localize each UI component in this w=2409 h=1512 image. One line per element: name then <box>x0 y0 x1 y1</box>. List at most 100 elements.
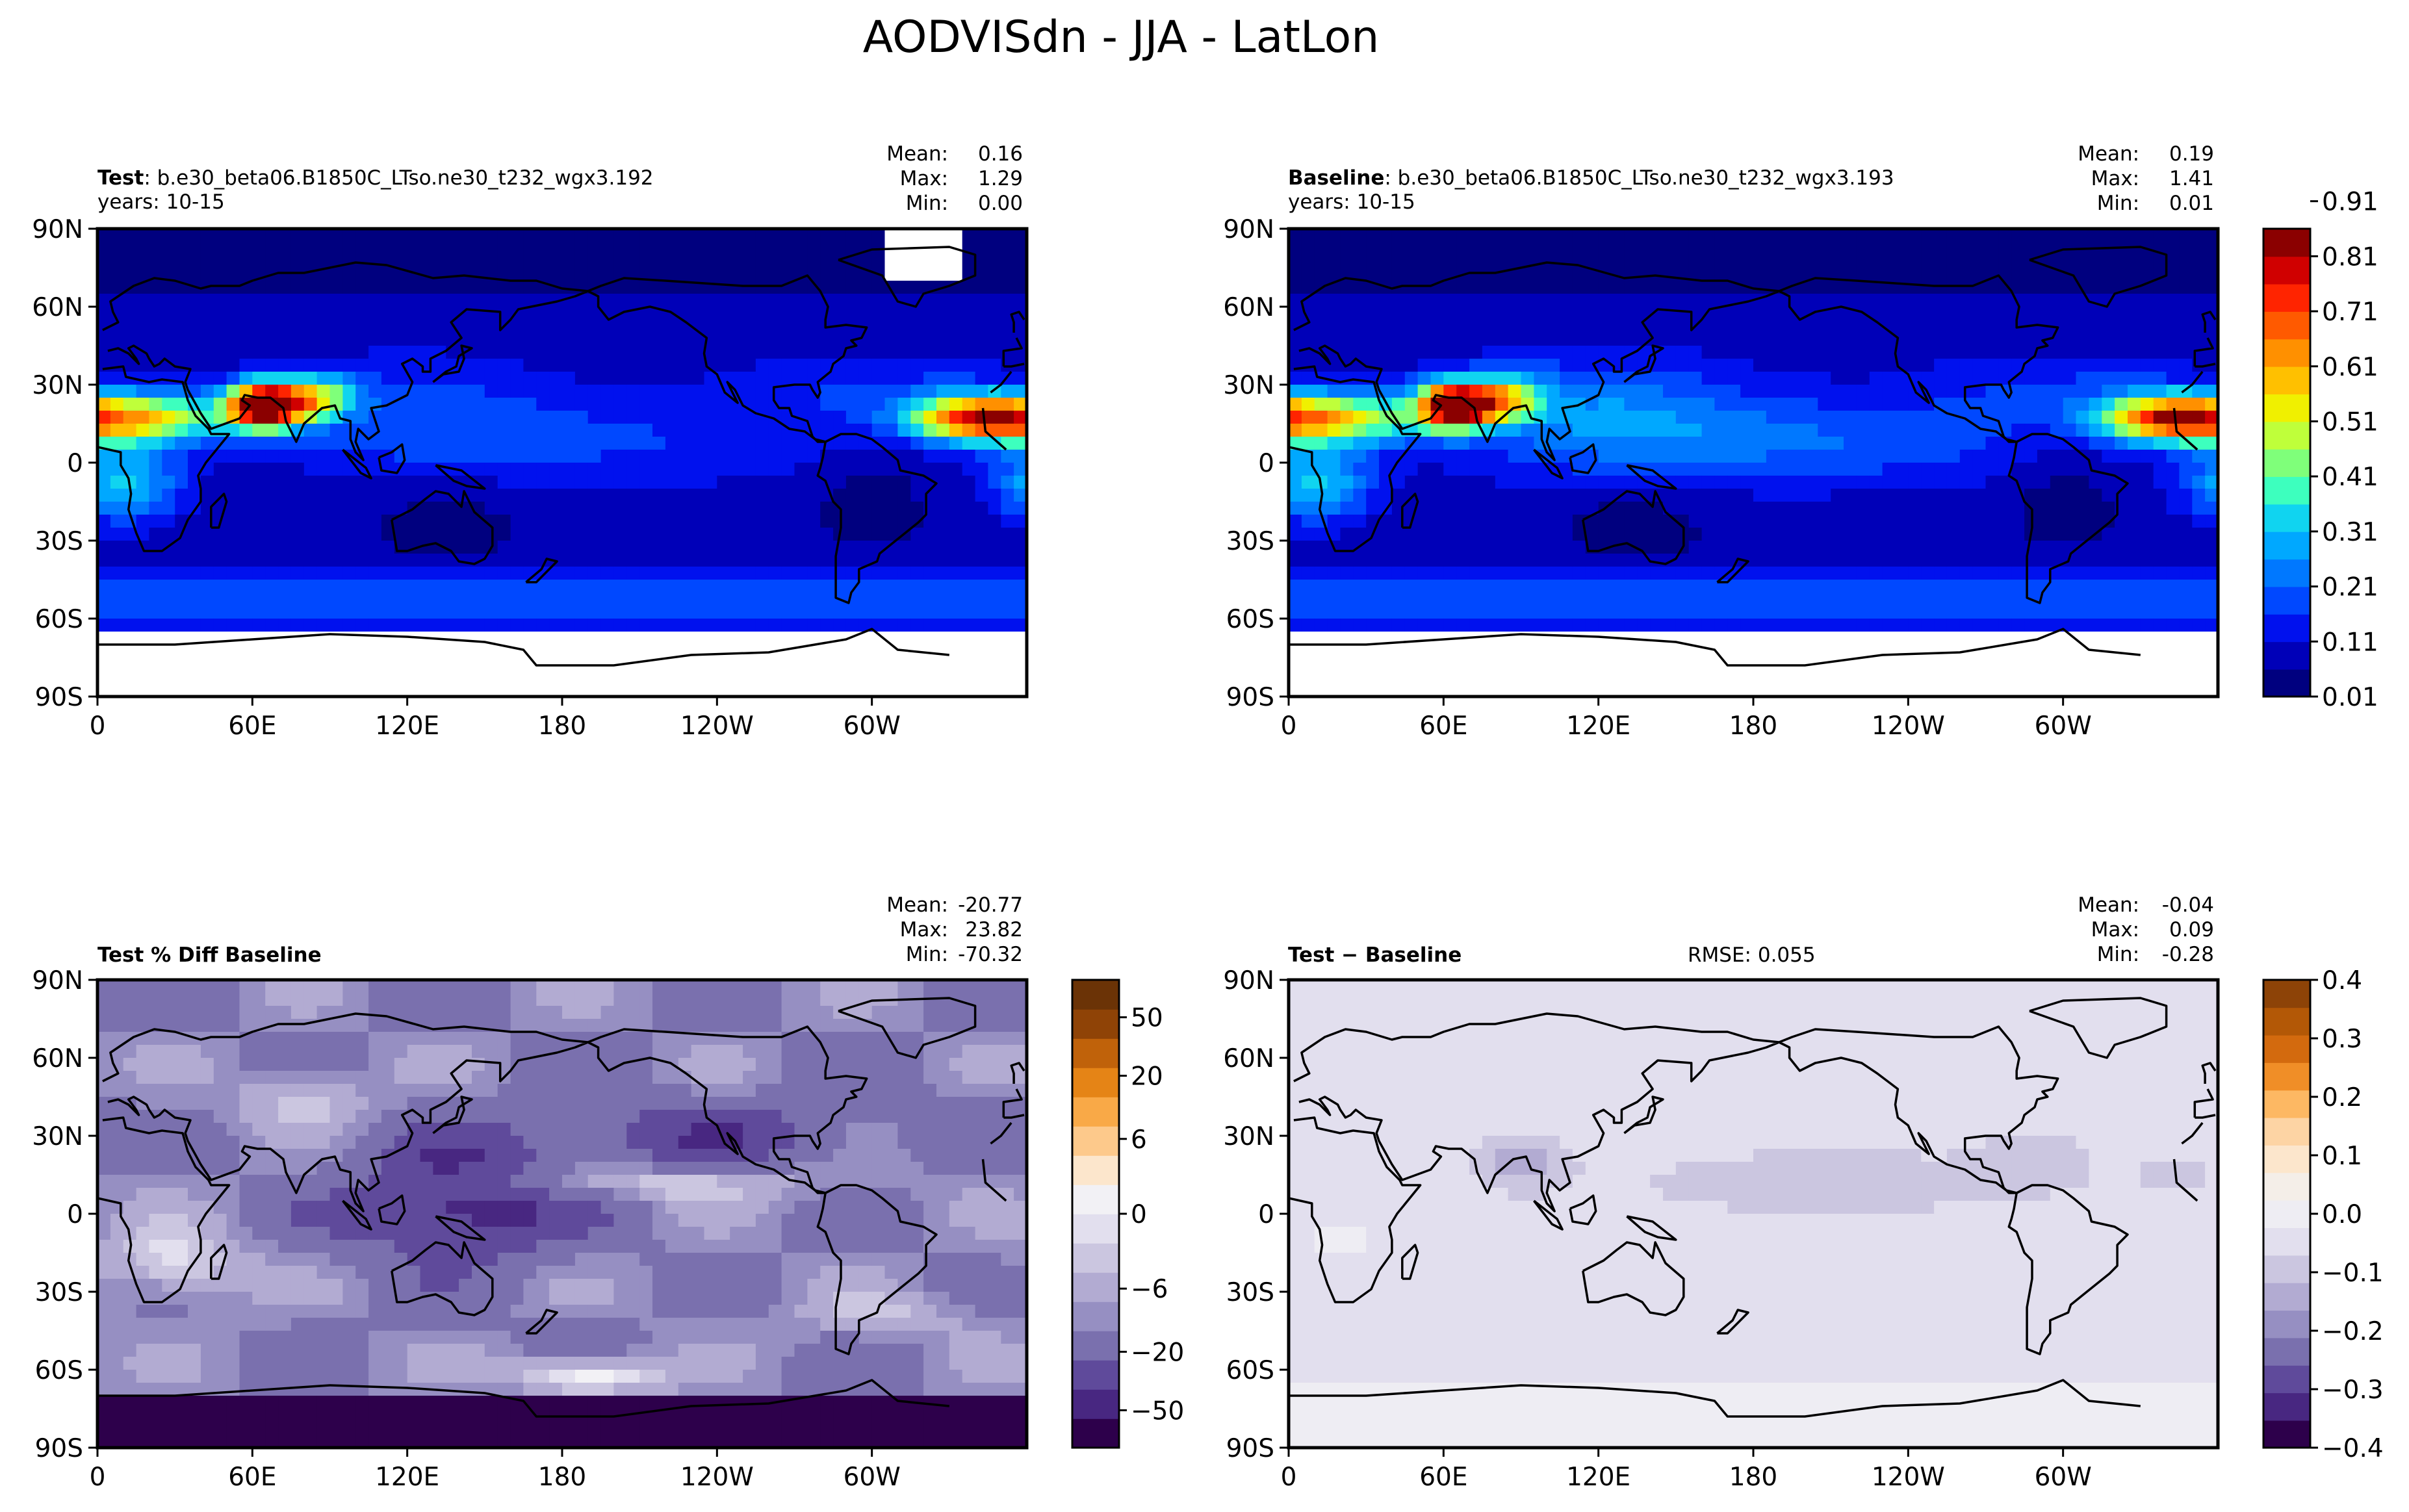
coastline-namerica <box>587 1025 868 1194</box>
pctdiff-panel-title: Test % Diff Baseline <box>97 943 322 967</box>
y-tick-label: 90S <box>35 1434 83 1463</box>
colorbar-swatch <box>2263 476 2310 505</box>
colorbar-tick-label: 0.0 <box>2322 1200 2362 1229</box>
colorbar-swatch <box>2263 1172 2310 1201</box>
coastline-australia <box>391 1241 494 1316</box>
x-tick-label: 60W <box>2035 1463 2092 1492</box>
y-tick-label: 30N <box>32 371 83 400</box>
baseline-panel-subtitle: years: 10-15 <box>1288 190 1415 214</box>
coastline-newzealand <box>1716 557 1749 583</box>
colorbar-tick-label: 0.51 <box>2322 407 2378 437</box>
diff-colorbar: 0.4 0.3 0.2 0.1 0.0 −0.1 −0.2 −0.3 −0.4 <box>2262 966 2384 1463</box>
coastline-eurasia <box>1293 261 2216 461</box>
y-tick-label: 60S <box>1226 605 1274 634</box>
coastline-greenland <box>838 997 977 1059</box>
coastline-uk <box>1010 1062 1025 1084</box>
y-tick-label: 90N <box>32 215 83 244</box>
colorbar-tick-label: 0.61 <box>2322 353 2378 382</box>
coastline-antarctica <box>97 1379 949 1418</box>
y-tick-label: 30N <box>1223 371 1274 400</box>
y-tick-label: 30N <box>1223 1122 1274 1151</box>
coastline-greenland <box>2029 997 2168 1059</box>
aod-colorbar: 0.01 0.11 0.21 0.31 0.41 0.51 0.61 0.71 0.81 0.91 <box>2262 188 2378 712</box>
test-panel-stats: Mean: 0.16 Max: 1.29 Min: 0.00 <box>886 142 1023 215</box>
field-test <box>97 229 1027 697</box>
x-tick-label: 0 <box>90 711 106 741</box>
colorbar-swatch <box>1072 1301 1119 1331</box>
colorbar-swatch <box>1072 1009 1119 1039</box>
coastline-australia <box>1582 490 1685 565</box>
colorbar-tick-label: 0.71 <box>2322 298 2378 327</box>
coastline-newguinea <box>1626 1215 1677 1241</box>
colorbar-tick-label: 50 <box>1131 1004 1163 1033</box>
coastline-borneo <box>378 1194 406 1225</box>
colorbar-tick-label: −0.1 <box>2322 1259 2384 1288</box>
x-tick-label: 120E <box>1566 1463 1630 1492</box>
colorbar-swatch <box>2263 1007 2310 1036</box>
colorbar-tick-label: 6 <box>1131 1125 1147 1155</box>
colorbar-swatch <box>1072 1097 1119 1127</box>
colorbar-tick-label: 0 <box>1131 1200 1147 1229</box>
y-tick-label: 60S <box>35 605 83 634</box>
colorbar-tick-label: 0.01 <box>2322 683 2378 712</box>
diff-panel-title: Test − Baseline <box>1288 943 1462 967</box>
colorbar-swatch <box>1072 1126 1119 1156</box>
coastline-greenland <box>838 246 977 308</box>
colorbar-tick-label: 0.31 <box>2322 518 2378 547</box>
colorbar-swatch <box>2263 1062 2310 1091</box>
colorbar-swatch <box>2263 1199 2310 1228</box>
colorbar-tick-label: −50 <box>1131 1396 1184 1426</box>
colorbar-swatch <box>2263 1227 2310 1256</box>
colorbar-swatch <box>2263 283 2310 312</box>
y-tick-label: 0 <box>67 1200 83 1229</box>
coastline-eurasia <box>1293 1012 2216 1212</box>
colorbar-swatch <box>1072 1389 1119 1419</box>
coastline-madagascar <box>1401 1244 1419 1280</box>
coastline-newguinea <box>435 1215 486 1241</box>
x-tick-label: 120W <box>680 1463 754 1492</box>
colorbar-tick-label: 20 <box>1131 1062 1163 1092</box>
coastline-uk <box>2201 1062 2217 1084</box>
colorbar-tick-label: 0.81 <box>2322 242 2378 272</box>
colorbar-swatch <box>2263 669 2310 697</box>
coastline-sumatra <box>1533 448 1564 480</box>
colorbar-swatch <box>2263 256 2310 285</box>
coastline-africa <box>97 1116 1012 1303</box>
colorbar-tick-label: 0.11 <box>2322 628 2378 657</box>
colorbar-tick-label: −0.3 <box>2322 1376 2384 1405</box>
coastline-borneo <box>378 443 406 474</box>
y-tick-label: 30S <box>1226 1278 1274 1307</box>
y-tick-label: 60N <box>32 293 83 322</box>
colorbar-swatch <box>2263 1420 2310 1448</box>
y-tick-label: 60N <box>32 1044 83 1073</box>
coastline-africa <box>1289 1116 2204 1303</box>
x-tick-label: 120E <box>375 711 439 741</box>
coastline-samerica <box>816 433 938 604</box>
diff-panel-rmse: RMSE: 0.055 <box>1688 943 1816 967</box>
colorbar-tick-label: 0.4 <box>2322 966 2362 995</box>
coastline-madagascar <box>1401 493 1419 529</box>
field-diff <box>1289 980 2218 1448</box>
colorbar-swatch <box>2263 311 2310 340</box>
coastline-borneo <box>1569 1194 1597 1225</box>
coastline-madagascar <box>210 1244 228 1280</box>
coastline-australia <box>1582 1241 1685 1316</box>
x-tick-label: 60W <box>844 1463 901 1492</box>
field-pct <box>97 980 1027 1448</box>
colorbar-tick-label: −20 <box>1131 1338 1184 1367</box>
pctdiff-panel-stats: Mean: -20.77 Max: 23.82 Min: -70.32 <box>886 893 1023 966</box>
colorbar-swatch <box>2263 613 2310 643</box>
x-tick-label: 60E <box>228 711 276 741</box>
x-tick-label: 0 <box>1281 711 1297 741</box>
coastlines <box>1289 997 2217 1418</box>
colorbar-swatch <box>2263 421 2310 450</box>
coastline-greenland <box>2029 246 2168 308</box>
colorbar-tick-label: −0.2 <box>2322 1317 2384 1346</box>
colorbar-swatch <box>1072 1038 1119 1068</box>
map-panel-base: 0 60E 120E 180 120W 60W 90N 60N 30N 0 30S 60S 90S <box>1223 215 2220 741</box>
colorbar-swatch <box>2263 229 2310 257</box>
coastline-eurasia <box>102 1012 1025 1212</box>
colorbar-swatch <box>2263 339 2310 367</box>
y-tick-label: 90S <box>1226 1434 1274 1463</box>
baseline-panel-title: Baseline: b.e30_beta06.B1850C_LTso.ne30_… <box>1288 166 1894 190</box>
